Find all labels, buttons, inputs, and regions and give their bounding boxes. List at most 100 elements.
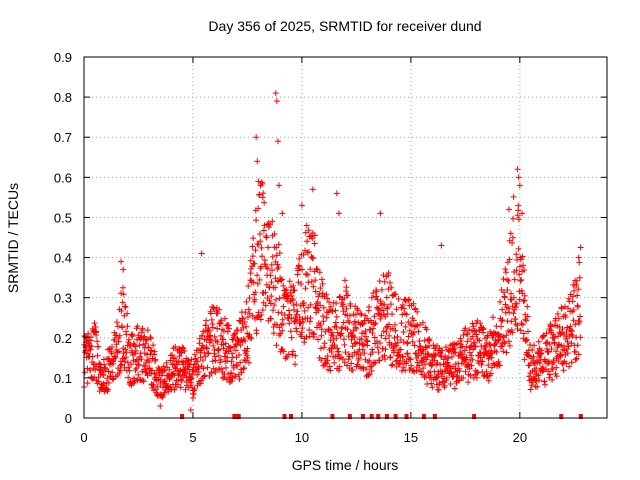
data-point (225, 322, 232, 329)
data-point (469, 356, 476, 363)
data-point (555, 358, 562, 365)
data-point (109, 369, 116, 376)
data-point (392, 327, 399, 334)
data-point (549, 376, 556, 383)
data-point (414, 322, 421, 329)
data-point (409, 331, 416, 338)
data-point (270, 330, 277, 337)
data-point (140, 341, 147, 348)
data-point (555, 341, 562, 348)
data-point (167, 375, 174, 382)
data-point (369, 346, 376, 353)
data-point (474, 369, 481, 376)
data-point (489, 314, 496, 321)
data-point (177, 384, 184, 391)
data-point (460, 332, 467, 339)
data-point (215, 352, 222, 359)
data-point (324, 295, 331, 302)
data-point (380, 328, 387, 335)
data-point (161, 367, 168, 374)
data-point (214, 347, 221, 354)
data-point (277, 277, 284, 284)
data-point (304, 238, 311, 245)
data-point (276, 250, 283, 257)
data-point (303, 333, 310, 340)
data-point (381, 352, 388, 359)
data-point (184, 357, 191, 364)
data-point (519, 210, 526, 217)
data-point (353, 325, 360, 332)
data-point (267, 272, 274, 279)
data-point (310, 255, 317, 262)
gap-marker (421, 414, 426, 419)
data-point (463, 354, 470, 361)
data-point (187, 406, 194, 413)
data-point (344, 362, 351, 369)
data-point (466, 365, 473, 372)
data-point (92, 323, 99, 330)
data-point (340, 319, 347, 326)
data-point (321, 344, 328, 351)
data-point (380, 307, 387, 314)
data-point (469, 333, 476, 340)
data-point (553, 373, 560, 380)
data-point (341, 277, 348, 284)
gap-marker (360, 414, 365, 419)
data-point (232, 341, 239, 348)
data-point (240, 324, 247, 331)
data-point (269, 218, 276, 225)
data-point (298, 280, 305, 287)
data-point (82, 349, 89, 356)
data-point (542, 381, 549, 388)
data-point (549, 366, 556, 373)
data-point (306, 318, 313, 325)
data-point (332, 319, 339, 326)
data-point (142, 337, 149, 344)
data-point (393, 363, 400, 370)
data-point (157, 402, 164, 409)
data-point (208, 316, 215, 323)
data-point (270, 323, 277, 330)
data-point (140, 378, 147, 385)
data-point (198, 250, 205, 257)
plot-border (83, 56, 608, 419)
data-point (280, 303, 287, 310)
data-point (543, 339, 550, 346)
data-point (329, 308, 336, 315)
gap-marker (559, 414, 564, 419)
data-point (513, 300, 520, 307)
data-point (258, 263, 265, 270)
data-point (307, 301, 314, 308)
data-point (152, 356, 159, 363)
data-point (109, 376, 116, 383)
data-point (570, 306, 577, 313)
data-point (147, 334, 154, 341)
data-point (419, 319, 426, 326)
data-point (528, 382, 535, 389)
data-point (343, 305, 350, 312)
data-point (305, 249, 312, 256)
data-point (108, 344, 115, 351)
data-point (124, 323, 131, 330)
data-point (384, 304, 391, 311)
data-point (369, 329, 376, 336)
data-point (444, 359, 451, 366)
data-point (134, 323, 141, 330)
data-point (207, 332, 214, 339)
data-point (495, 358, 502, 365)
data-point (422, 343, 429, 350)
data-point (370, 290, 377, 297)
gap-marker (330, 414, 335, 419)
data-point (221, 353, 228, 360)
data-point (296, 255, 303, 262)
data-point (230, 336, 237, 343)
data-point (436, 380, 443, 387)
data-point (252, 247, 259, 254)
data-point (321, 361, 328, 368)
data-point (299, 266, 306, 273)
data-point (510, 193, 517, 200)
data-point (450, 345, 457, 352)
data-point (377, 339, 384, 346)
data-point (377, 210, 384, 217)
data-point (551, 333, 558, 340)
